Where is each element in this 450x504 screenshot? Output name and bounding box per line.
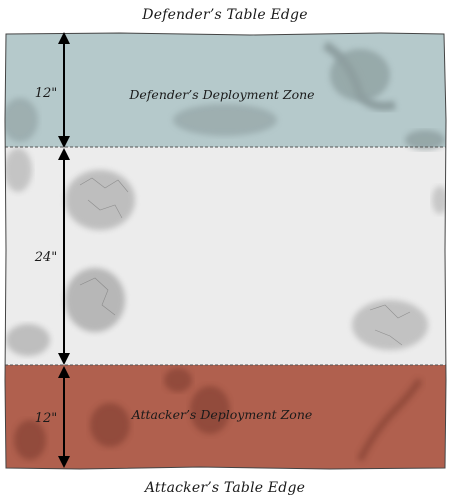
terrain-features (5, 41, 446, 462)
attacker-table-edge-label: Attacker’s Table Edge (144, 480, 306, 496)
rock-cracks (79, 177, 411, 346)
attacker-zone-label: Attacker’s Deployment Zone (131, 407, 313, 422)
distance-arrows (58, 32, 70, 468)
middle-distance-label: 24" (34, 250, 58, 265)
defender-zone-label: Defender’s Deployment Zone (128, 87, 314, 102)
defender-table-edge-label: Defender’s Table Edge (142, 7, 308, 23)
board-border (4, 32, 447, 470)
attacker-distance-label: 12" (35, 411, 58, 426)
defender-distance-label: 12" (35, 86, 58, 101)
